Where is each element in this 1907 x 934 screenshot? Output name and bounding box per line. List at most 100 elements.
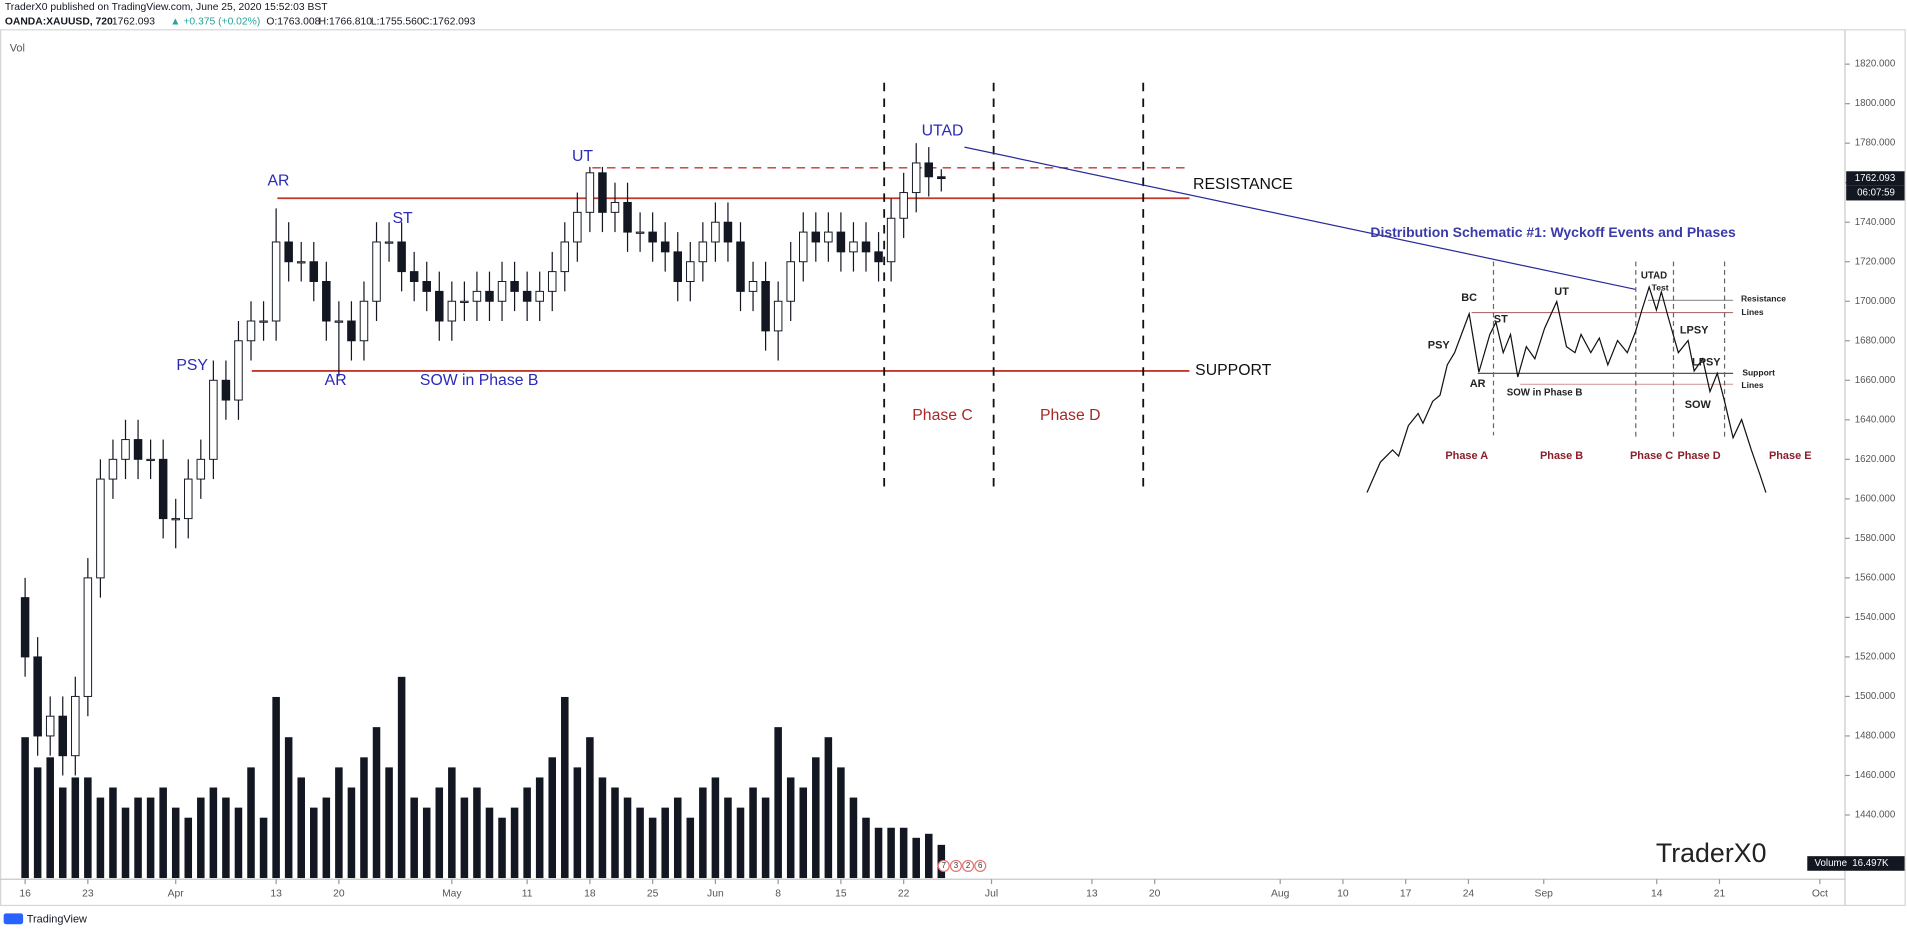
inset-title: Distribution Schematic #1: Wyckoff Event…: [1370, 224, 1736, 240]
y-tick-label: 1600.000: [1855, 493, 1896, 504]
volume-bar: [209, 787, 218, 879]
volume-bar: [347, 787, 356, 879]
annotation: SUPPORT: [1195, 362, 1271, 379]
volume-bar: [636, 807, 644, 879]
inset-label: AR: [1470, 378, 1486, 390]
volume-bar: [84, 777, 92, 879]
candle-body: [748, 281, 758, 292]
candle-body: [610, 201, 620, 213]
symbol: OANDA:XAUUSD, 720: [5, 17, 113, 28]
y-tick-label: 1500.000: [1855, 691, 1896, 702]
volume-tag: [1807, 856, 1905, 871]
x-tick-label: 10: [1337, 889, 1349, 900]
volume-bar: [184, 817, 193, 879]
volume-bar: [259, 817, 268, 879]
x-tick-label: Jul: [985, 889, 998, 900]
candle-body: [372, 241, 381, 302]
candle-body: [736, 241, 745, 292]
volume-bar: [573, 767, 582, 879]
volume-bar: [21, 737, 29, 879]
inset-label: UT: [1554, 286, 1569, 298]
inset-label: Test: [1652, 282, 1669, 292]
volume-bar: [410, 797, 418, 879]
vol-label: Vol: [10, 43, 25, 55]
event-badge-label: 6: [978, 861, 983, 870]
candle-body: [33, 656, 42, 737]
countdown-tag: [1846, 185, 1905, 201]
candle-body: [522, 290, 532, 302]
volume-bar: [197, 797, 205, 879]
candle-body: [497, 281, 507, 302]
candle-body: [911, 162, 921, 194]
candle-body: [686, 261, 695, 282]
volume-bar: [510, 807, 519, 879]
inset-label: UTAD: [1641, 271, 1667, 282]
volume-bar: [372, 727, 381, 879]
volume-bar: [724, 797, 732, 879]
candle-body: [347, 320, 356, 342]
candle-body: [660, 241, 670, 253]
candle-body: [886, 217, 896, 263]
candle-body: [874, 251, 883, 263]
price-tag-label: 1762.093: [1855, 173, 1896, 184]
inset-label: SOW: [1685, 399, 1712, 411]
candle-body: [71, 695, 80, 757]
inset-price-path: [1366, 284, 1767, 493]
annotation: ST: [392, 210, 413, 227]
volume-bar: [385, 767, 393, 879]
inset-phase: Phase D: [1677, 450, 1720, 462]
candle-body: [184, 478, 193, 520]
candle-body: [234, 340, 243, 401]
candle-body: [435, 290, 444, 322]
candle-body: [547, 271, 557, 292]
volume-bar: [598, 777, 607, 879]
connector-line: [964, 146, 1636, 291]
candle-body: [447, 300, 457, 322]
annotation: UTAD: [922, 123, 964, 140]
y-tick-label: 1580.000: [1855, 533, 1896, 544]
frame: [0, 29, 1906, 907]
inset-label: Resistance: [1741, 293, 1786, 303]
y-tick-label: 1620.000: [1855, 454, 1896, 465]
y-tick-label: 1440.000: [1855, 810, 1896, 821]
y-tick-label: 1800.000: [1855, 98, 1896, 109]
y-tick-label: 1640.000: [1855, 414, 1896, 425]
volume-bar: [460, 797, 469, 879]
y-tick-label: 1680.000: [1855, 335, 1896, 346]
candle-body: [409, 271, 419, 282]
y-tick-label: 1700.000: [1855, 296, 1896, 307]
x-tick-label: 16: [19, 889, 31, 900]
candle-body: [598, 172, 607, 213]
candle-body: [45, 715, 55, 737]
volume-bar: [648, 817, 657, 879]
volume-bar: [523, 787, 531, 879]
candle-body: [384, 241, 394, 244]
event-badge: [962, 859, 975, 872]
x-tick-label: 13: [270, 889, 282, 900]
event-badge: [937, 859, 950, 872]
x-tick-label: 25: [647, 889, 659, 900]
volume-bar: [899, 827, 908, 879]
x-tick-label: Aug: [1271, 889, 1290, 900]
annotation: Phase D: [1040, 407, 1101, 424]
y-tick-label: 1560.000: [1855, 572, 1896, 583]
volume-bar: [448, 767, 456, 879]
candle-body: [673, 251, 682, 282]
countdown-label: 06:07:59: [1857, 188, 1895, 199]
ohlc-open: O:1763.008: [266, 17, 320, 28]
candle-body: [121, 439, 130, 460]
candle-body: [899, 192, 908, 219]
inset-phase: Phase A: [1445, 450, 1488, 462]
inset-phase: Phase B: [1540, 450, 1583, 462]
volume-bar: [234, 807, 243, 879]
volume-bar: [912, 837, 920, 879]
volume-bar: [548, 757, 557, 879]
x-tick-label: Sep: [1535, 889, 1554, 900]
volume-bar: [887, 827, 895, 879]
volume-bar: [749, 787, 757, 879]
candle-body: [924, 162, 934, 178]
candle-body: [397, 241, 406, 273]
candle-body: [723, 221, 733, 243]
volume-bar: [435, 787, 444, 879]
candle-body: [849, 241, 858, 253]
